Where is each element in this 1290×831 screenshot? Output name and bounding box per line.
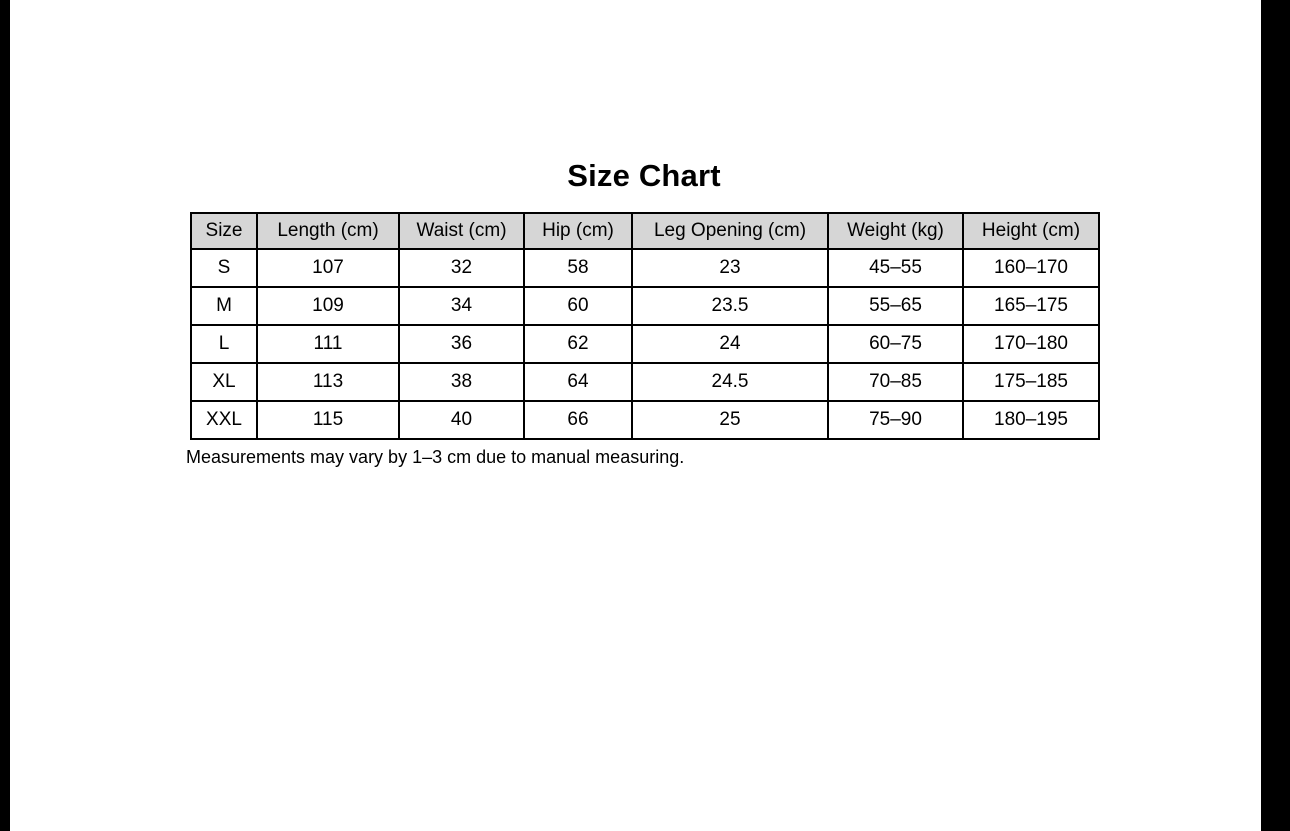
cell-length: 113 [256, 362, 400, 402]
cell-hip: 64 [523, 362, 633, 402]
column-header-hip: Hip (cm) [523, 212, 633, 250]
cell-length: 107 [256, 248, 400, 288]
table-row: L 111 36 62 24 60–75 170–180 [190, 324, 1100, 364]
cell-hip: 66 [523, 400, 633, 440]
cell-size: L [190, 324, 258, 364]
column-header-weight: Weight (kg) [827, 212, 964, 250]
cell-height: 165–175 [962, 286, 1100, 326]
cell-waist: 34 [398, 286, 525, 326]
cell-length: 111 [256, 324, 400, 364]
page-canvas: Size Chart Size Length (cm) Waist (c [10, 0, 1261, 831]
cell-height: 160–170 [962, 248, 1100, 288]
page-title: Size Chart [567, 158, 721, 193]
cell-size: S [190, 248, 258, 288]
table-row: XXL 115 40 66 25 75–90 180–195 [190, 400, 1100, 440]
cell-weight: 45–55 [827, 248, 964, 288]
cell-leg-opening: 23.5 [631, 286, 829, 326]
size-chart-document: Size Chart Size Length (cm) Waist (c [10, 0, 1261, 831]
column-header-length: Length (cm) [256, 212, 400, 250]
cell-waist: 40 [398, 400, 525, 440]
cell-hip: 58 [523, 248, 633, 288]
cell-waist: 36 [398, 324, 525, 364]
table-row: M 109 34 60 23.5 55–65 165–175 [190, 286, 1100, 326]
cell-weight: 55–65 [827, 286, 964, 326]
cell-leg-opening: 24 [631, 324, 829, 364]
measurement-disclaimer-note: Measurements may vary by 1–3 cm due to m… [186, 447, 685, 467]
size-table-container: Size Length (cm) Waist (cm) Hip (cm) Leg… [190, 212, 1100, 440]
cell-leg-opening: 25 [631, 400, 829, 440]
cell-size: XXL [190, 400, 258, 440]
cell-size: M [190, 286, 258, 326]
cell-weight: 60–75 [827, 324, 964, 364]
column-header-size: Size [190, 212, 258, 250]
cell-leg-opening: 24.5 [631, 362, 829, 402]
table-row: S 107 32 58 23 45–55 160–170 [190, 248, 1100, 288]
cell-size: XL [190, 362, 258, 402]
cell-length: 115 [256, 400, 400, 440]
cell-waist: 38 [398, 362, 525, 402]
cell-weight: 70–85 [827, 362, 964, 402]
table-header-row: Size Length (cm) Waist (cm) Hip (cm) Leg… [190, 212, 1100, 250]
cell-height: 180–195 [962, 400, 1100, 440]
table-row: XL 113 38 64 24.5 70–85 175–185 [190, 362, 1100, 402]
size-chart-table: Size Length (cm) Waist (cm) Hip (cm) Leg… [190, 212, 1100, 440]
column-header-leg-opening: Leg Opening (cm) [631, 212, 829, 250]
cell-waist: 32 [398, 248, 525, 288]
cell-height: 175–185 [962, 362, 1100, 402]
cell-hip: 60 [523, 286, 633, 326]
column-header-waist: Waist (cm) [398, 212, 525, 250]
cell-weight: 75–90 [827, 400, 964, 440]
cell-length: 109 [256, 286, 400, 326]
cell-leg-opening: 23 [631, 248, 829, 288]
cell-height: 170–180 [962, 324, 1100, 364]
column-header-height: Height (cm) [962, 212, 1100, 250]
cell-hip: 62 [523, 324, 633, 364]
